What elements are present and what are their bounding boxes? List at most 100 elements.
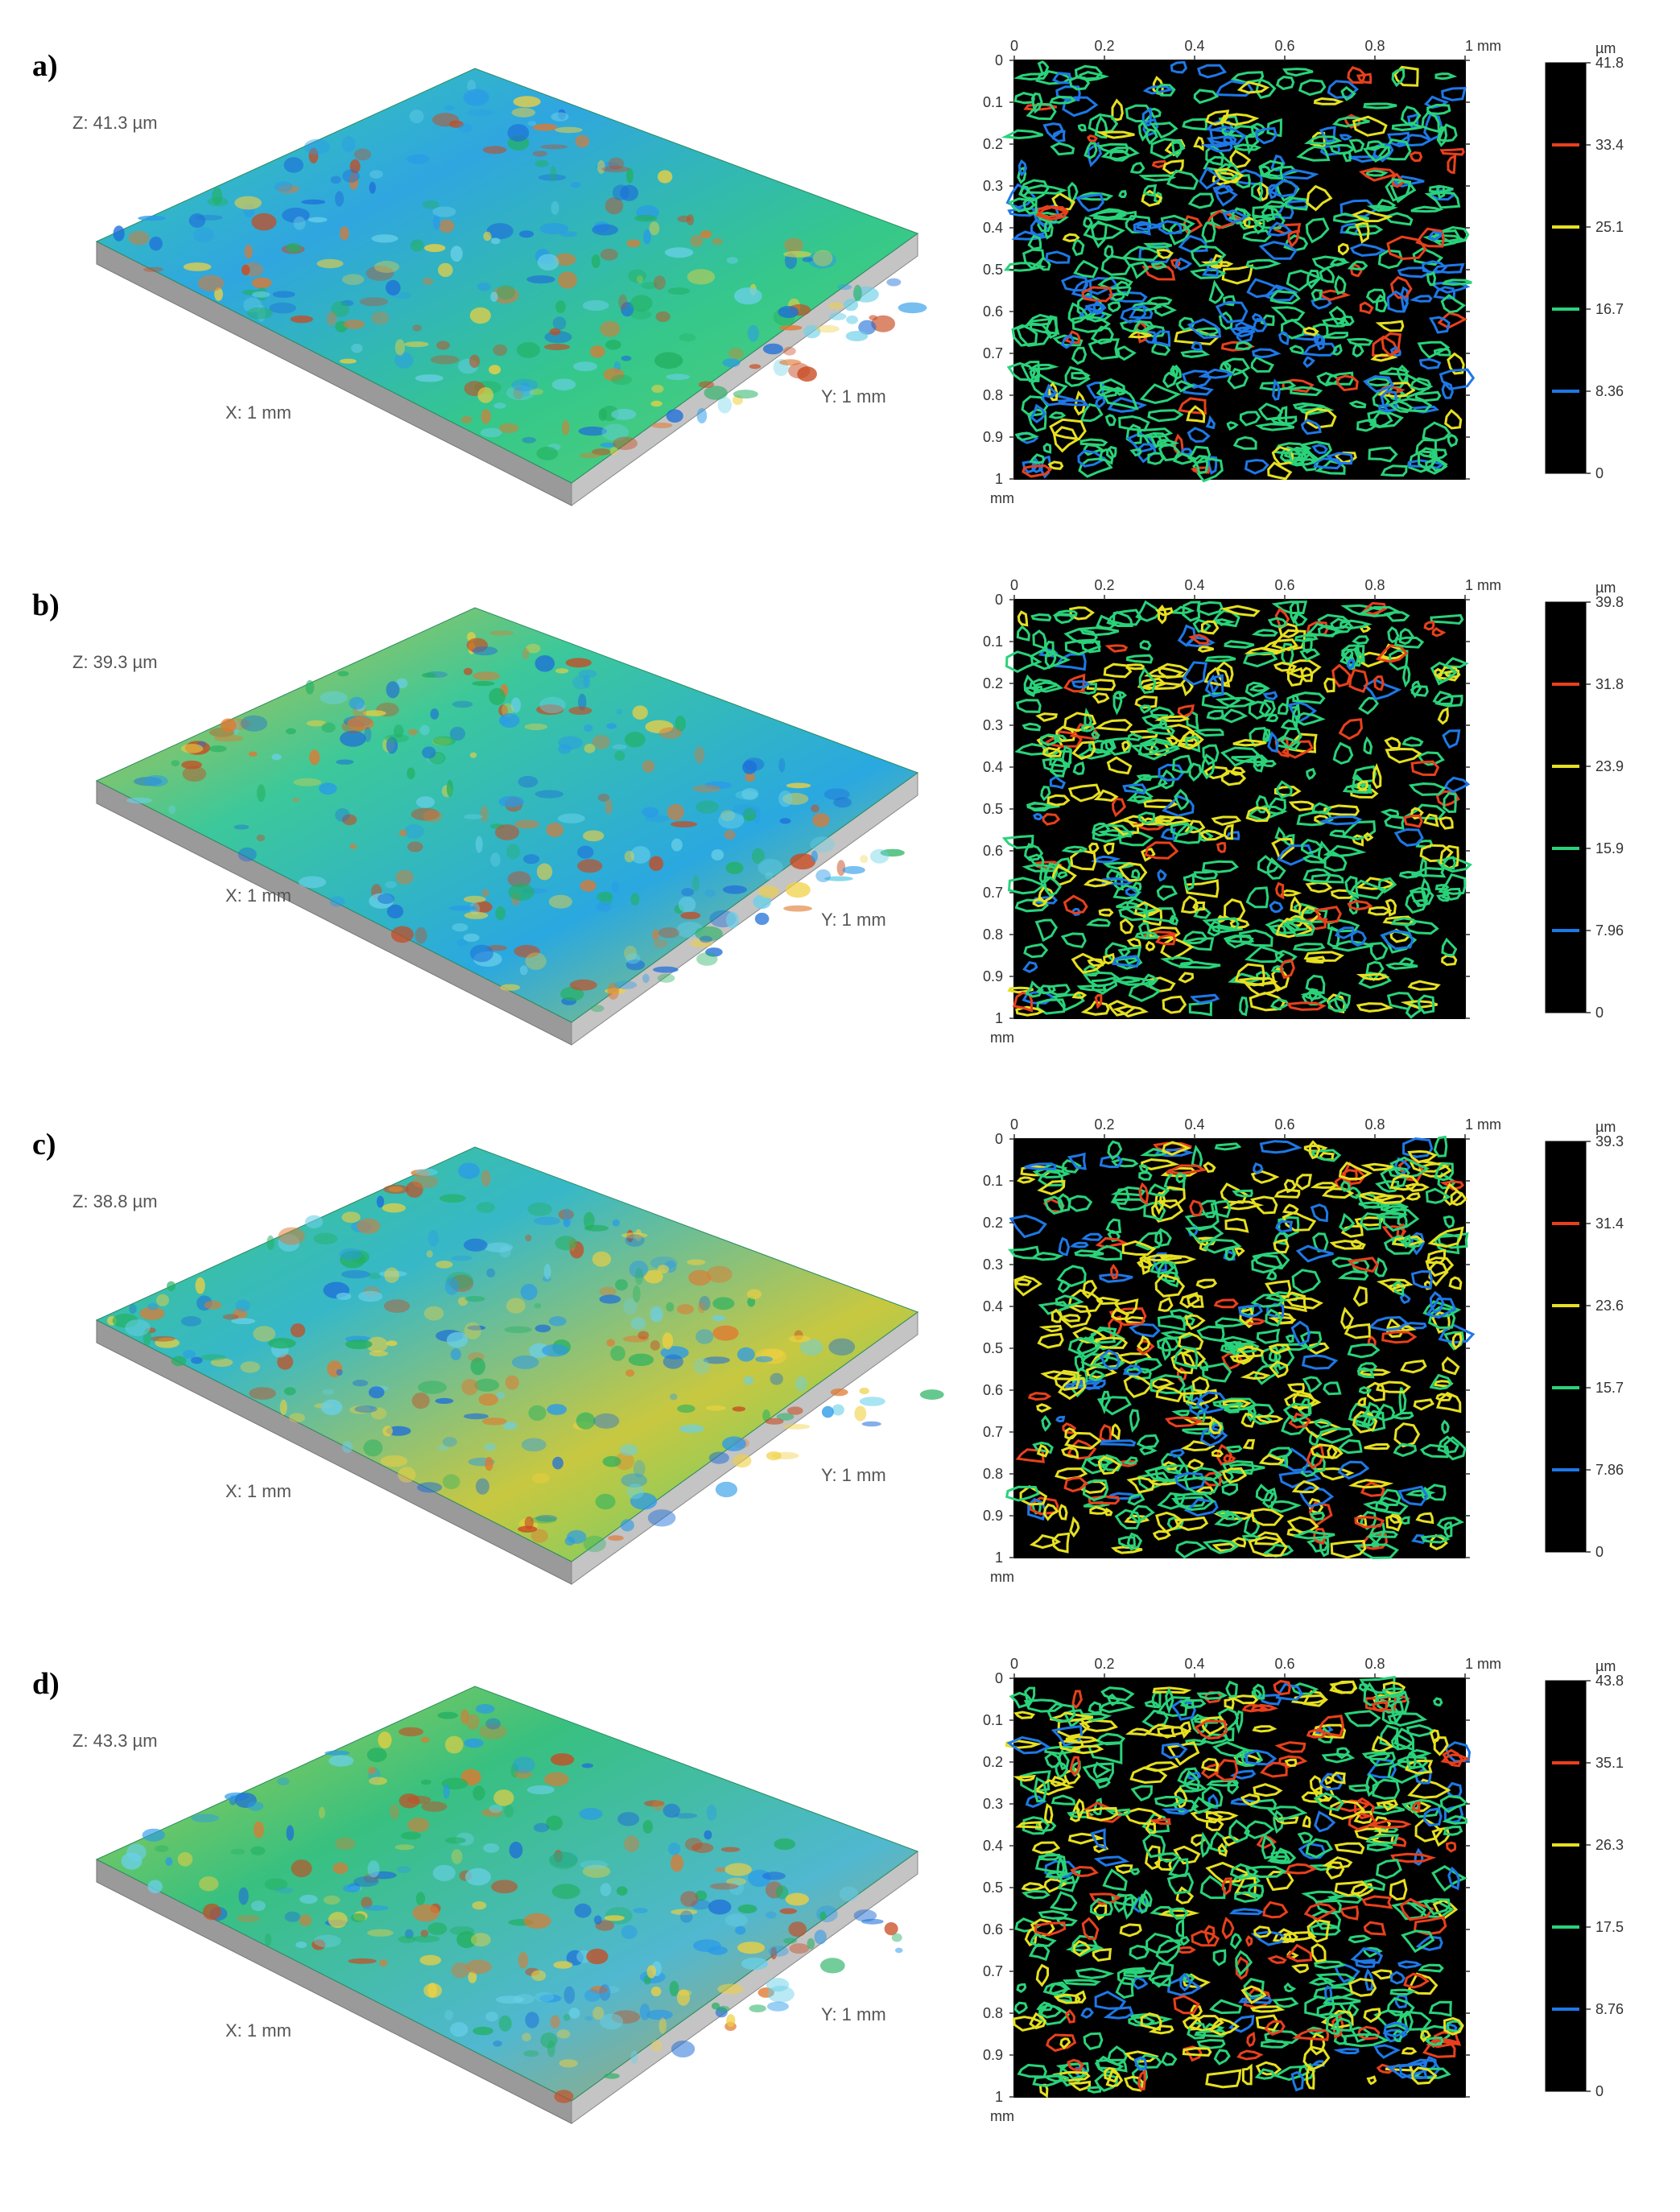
x-tick-label: 0.8: [1364, 1116, 1385, 1133]
surface-texture: [121, 1704, 903, 2103]
surface-3d-view: Z: 41.3 µm X: 1 mm Y: 1 mm: [72, 24, 958, 523]
surface-3d-view: Z: 43.3 µm X: 1 mm Y: 1 mm: [72, 1642, 958, 2141]
scale-value-label: 25.1: [1595, 219, 1624, 235]
y-tick-label: 1: [995, 471, 1003, 487]
x-tick-label: 1 mm: [1465, 38, 1501, 54]
contour-map: 0 0.2 0.4 0.6 0.8 1 mm 0 0.1 0.2 0.3 0.4 0.5 0.6 0.7 0…: [950, 24, 1501, 523]
x-axis-label: X: 1 mm: [225, 885, 291, 906]
contour-map: 0 0.2 0.4 0.6 0.8 1 mm 0 0.1 0.2 0.3 0.4 0.5 0.6 0.7 0…: [950, 1642, 1501, 2141]
color-scale-bar: µm 39.8 31.8 23.9 15.9 7.96 0: [1529, 563, 1674, 1063]
y-tick-label: 0: [995, 592, 1003, 608]
scale-unit-label: µm: [1595, 580, 1616, 596]
y-tick-label: 0.3: [983, 178, 1003, 194]
scale-value-label: 16.7: [1595, 301, 1624, 317]
y-tick-label: 0.5: [983, 1340, 1003, 1356]
y-tick-label: 0.2: [983, 1754, 1003, 1770]
scale-value-label: 8.36: [1595, 383, 1624, 399]
panel-4: d) Z: 43.3 µm X: 1 mm Y: 1 mm 0 0.2 0.4 0.6 0.8 1…: [0, 1634, 1680, 2173]
y-tick-label: 1: [995, 1550, 1003, 1566]
scale-value-label: 0: [1595, 1005, 1604, 1021]
surface-texture: [113, 80, 927, 460]
surface-top: [95, 607, 919, 1023]
y-tick-label: 0.9: [983, 2047, 1003, 2063]
x-tick-label: 0.4: [1184, 1116, 1204, 1133]
x-tick-label: 0.8: [1364, 1656, 1385, 1672]
x-tick-label: 0: [1010, 577, 1018, 593]
y-tick-label: 0.6: [983, 843, 1003, 859]
y-tick-label: 0.8: [983, 1466, 1003, 1482]
x-tick-label: 0.8: [1364, 38, 1385, 54]
scale-value-label: 8.76: [1595, 2001, 1624, 2017]
z-axis-label: Z: 38.8 µm: [72, 1191, 158, 1211]
scale-value-label: 31.4: [1595, 1215, 1624, 1232]
scale-value-label: 17.5: [1595, 1919, 1624, 1935]
x-tick-label: 1 mm: [1465, 577, 1501, 593]
panel-3: c) Z: 38.8 µm X: 1 mm Y: 1 mm 0 0.2 0.4 0.6 0.8 1…: [0, 1095, 1680, 1634]
y-tick-label: 0: [995, 1131, 1003, 1147]
x-tick-label: 1 mm: [1465, 1116, 1501, 1133]
x-tick-label: 0: [1010, 38, 1018, 54]
contour-map: 0 0.2 0.4 0.6 0.8 1 mm 0 0.1 0.2 0.3 0.4 0.5 0.6 0.7 0…: [950, 563, 1501, 1063]
y-tick-label: 0.5: [983, 262, 1003, 278]
y-axis-label: Y: 1 mm: [821, 386, 886, 406]
y-tick-label: 0.3: [983, 1257, 1003, 1273]
scale-unit-label: µm: [1595, 1658, 1616, 1674]
contour-lines: [1005, 1675, 1472, 2099]
scale-value-label: 7.86: [1595, 1462, 1624, 1478]
y-tick-label: 0.3: [983, 1796, 1003, 1812]
panel-label: d): [32, 1667, 60, 1701]
x-tick-label: 0.6: [1274, 38, 1294, 54]
x-tick-label: 1 mm: [1465, 1656, 1501, 1672]
x-tick-label: 0.2: [1094, 577, 1114, 593]
y-axis-label: Y: 1 mm: [821, 2004, 886, 2024]
y-tick-label: 0.8: [983, 926, 1003, 943]
x-tick-label: 0.8: [1364, 577, 1385, 593]
y-tick-label: 0.8: [983, 387, 1003, 403]
x-tick-label: 0: [1010, 1116, 1018, 1133]
color-scale-bar: µm 43.8 35.1 26.3 17.5 8.76 0: [1529, 1642, 1674, 2141]
color-scale-bar: µm 39.3 31.4 23.6 15.7 7.86 0: [1529, 1103, 1674, 1602]
x-axis-label: X: 1 mm: [225, 1481, 291, 1501]
y-tick-label: 0.1: [983, 633, 1003, 650]
scale-value-label: 0: [1595, 465, 1604, 481]
scale-value-label: 26.3: [1595, 1837, 1624, 1853]
y-tick-label: 0.5: [983, 1880, 1003, 1896]
y-tick-label: 0.8: [983, 2005, 1003, 2021]
surface-top: [95, 1146, 919, 1562]
y-tick-label: 0.5: [983, 801, 1003, 817]
scale-value-label: 0: [1595, 2083, 1604, 2099]
surface-3d-view: Z: 38.8 µm X: 1 mm Y: 1 mm: [72, 1103, 958, 1602]
y-axis-label: Y: 1 mm: [821, 910, 886, 930]
scale-bar: [1545, 601, 1587, 1013]
y-tick-label: 0.6: [983, 1921, 1003, 1938]
scale-value-label: 35.1: [1595, 1755, 1624, 1771]
color-scale-bar: µm 41.8 33.4 25.1 16.7 8.36 0: [1529, 24, 1674, 523]
corner-unit-label: mm: [990, 1569, 1014, 1585]
y-tick-label: 0.7: [983, 1963, 1003, 1979]
surface-top: [95, 68, 919, 484]
y-tick-label: 0.9: [983, 1508, 1003, 1524]
scale-value-label: 39.8: [1595, 594, 1624, 610]
y-tick-label: 1: [995, 1010, 1003, 1026]
y-tick-label: 0.1: [983, 1173, 1003, 1189]
x-tick-label: 0.2: [1094, 38, 1114, 54]
scale-value-label: 39.3: [1595, 1133, 1624, 1149]
scale-value-label: 33.4: [1595, 137, 1624, 153]
scale-bar: [1545, 1680, 1587, 2092]
x-tick-label: 0.6: [1274, 1116, 1294, 1133]
y-tick-label: 0.6: [983, 303, 1003, 320]
corner-unit-label: mm: [990, 1030, 1014, 1046]
x-tick-label: 0: [1010, 1656, 1018, 1672]
panel-label: c): [32, 1128, 56, 1162]
y-axis-label: Y: 1 mm: [821, 1465, 886, 1485]
x-tick-label: 0.2: [1094, 1116, 1114, 1133]
y-tick-label: 0.4: [983, 1298, 1003, 1314]
panel-2: b) Z: 39.3 µm X: 1 mm Y: 1 mm 0 0.2 0.4 0.6 0.8 1…: [0, 555, 1680, 1095]
y-tick-label: 1: [995, 2089, 1003, 2105]
y-tick-label: 0.9: [983, 968, 1003, 984]
y-tick-label: 0.7: [983, 885, 1003, 901]
y-tick-label: 0.9: [983, 429, 1003, 445]
panel-label: a): [32, 49, 58, 83]
y-tick-label: 0: [995, 52, 1003, 68]
scale-unit-label: µm: [1595, 40, 1616, 56]
